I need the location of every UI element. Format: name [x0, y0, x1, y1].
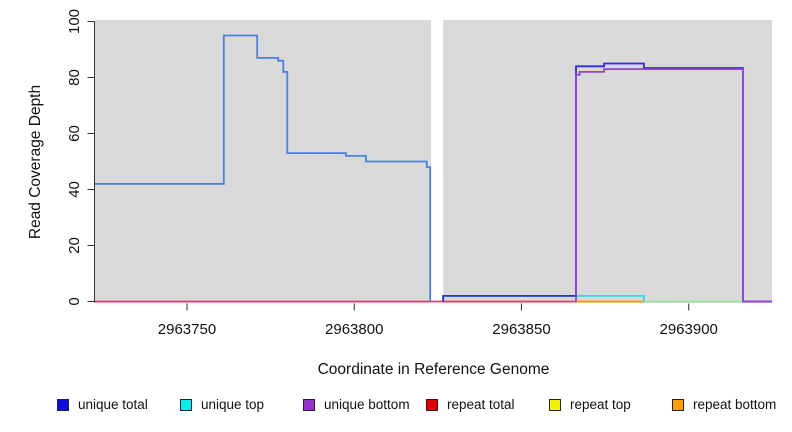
repeat-bottom-swatch-icon [672, 398, 684, 411]
legend-item-unique-top: unique top [180, 397, 303, 412]
unique-bottom-swatch-icon [303, 398, 315, 411]
x-tick-label: 2963900 [660, 321, 718, 338]
y-tick-label: 60 [66, 125, 83, 142]
legend-label: unique top [201, 397, 265, 412]
legend: unique total unique top unique bottom re… [57, 397, 792, 412]
y-tick-label: 80 [66, 69, 83, 86]
series-line [95, 34, 432, 302]
y-tick-label: 100 [66, 9, 83, 34]
legend-label: repeat total [447, 397, 515, 412]
y-tick-label: 40 [66, 181, 83, 198]
x-tick-label: 2963750 [158, 321, 216, 338]
repeat-top-swatch-icon [549, 398, 561, 411]
y-tick-label: 0 [66, 297, 83, 305]
legend-item-repeat-total: repeat total [426, 397, 549, 412]
x-tick-label: 2963850 [492, 321, 550, 338]
legend-item-repeat-bottom: repeat bottom [672, 397, 792, 412]
x-axis-title: Coordinate in Reference Genome [317, 361, 550, 378]
x-tick-label: 2963800 [325, 321, 383, 338]
series-line [575, 68, 772, 303]
legend-label: unique bottom [324, 397, 410, 412]
no-data-gap-band [431, 20, 444, 303]
unique-total-swatch-icon [57, 398, 69, 411]
legend-label: repeat bottom [693, 397, 777, 412]
legend-label: unique total [78, 397, 148, 412]
unique-top-swatch-icon [180, 398, 192, 411]
legend-item-repeat-top: repeat top [549, 397, 672, 412]
repeat-total-swatch-icon [426, 398, 438, 411]
legend-item-unique-bottom: unique bottom [303, 397, 426, 412]
y-axis-title: Read Coverage Depth [27, 84, 44, 240]
y-tick-label: 20 [66, 237, 83, 254]
legend-label: repeat top [570, 397, 631, 412]
legend-item-unique-total: unique total [57, 397, 180, 412]
